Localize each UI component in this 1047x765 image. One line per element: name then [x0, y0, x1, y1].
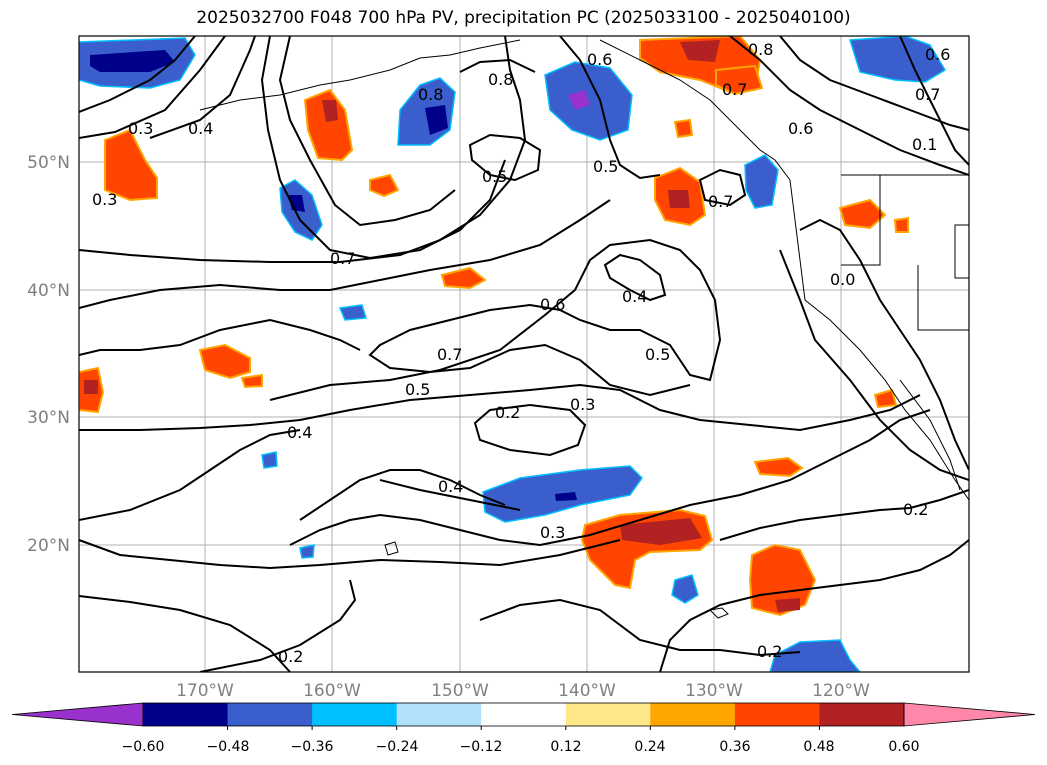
- contour-label: 0.5: [645, 345, 670, 364]
- colorbar-tick-label: −0.24: [376, 739, 419, 755]
- colorbar-ticks: −0.60 −0.48 −0.36 −0.24 −0.12 0.12 0.24 …: [122, 739, 920, 755]
- map-title: 2025032700 F048 700 hPa PV, precipitatio…: [196, 8, 851, 28]
- contour-label: 0.8: [418, 85, 443, 104]
- pv-contours: [79, 36, 969, 672]
- colorbar-tick-label: 0.36: [719, 739, 750, 755]
- contour-label: 0.8: [748, 40, 773, 59]
- contour-label: 0.7: [437, 345, 462, 364]
- colorbar-segment: [734, 703, 820, 726]
- contour-label: 0.3: [540, 523, 565, 542]
- colorbar-tick-label: 0.60: [888, 739, 919, 755]
- colorbar-segment: [312, 703, 398, 726]
- gridlines: [79, 36, 969, 672]
- contour-label: 0.7: [708, 192, 733, 211]
- contour-label: 0.4: [287, 423, 312, 442]
- colorbar-segment: [396, 703, 482, 726]
- contour-label: 0.6: [540, 295, 565, 314]
- contour-label: 0.3: [92, 190, 117, 209]
- lat-label: 40°N: [27, 281, 70, 301]
- colorbar-segment: [650, 703, 736, 726]
- lon-label: 130°W: [685, 681, 743, 701]
- contour-labels: 0.3 0.4 0.3 0.8 0.8 0.6 0.8 0.7 0.6 0.5 …: [92, 40, 950, 666]
- contour-label: 0.1: [912, 135, 937, 154]
- contour-label: 0.3: [128, 119, 153, 138]
- precip-negative-areas: [79, 36, 947, 672]
- colorbar-tick-label: −0.36: [291, 739, 334, 755]
- colorbar-tick-label: 0.48: [803, 739, 834, 755]
- colorbar-tick-label: 0.24: [634, 739, 665, 755]
- lon-label: 160°W: [303, 681, 361, 701]
- colorbar-segment: [819, 703, 905, 726]
- lon-label: 140°W: [558, 681, 616, 701]
- colorbar-tick-label: −0.48: [207, 739, 250, 755]
- colorbar: [11, 702, 1036, 730]
- colorbar-segment: [565, 703, 651, 726]
- contour-label: 0.8: [488, 70, 513, 89]
- longitude-labels: 170°W 160°W 150°W 140°W 130°W 120°W: [176, 681, 870, 701]
- contour-label: 0.7: [915, 85, 940, 104]
- contour-label: 0.2: [495, 403, 520, 422]
- contour-label: 0.2: [757, 642, 782, 661]
- contour-label: 0.2: [278, 647, 303, 666]
- contour-label: 0.4: [438, 477, 463, 496]
- contour-label: 0.0: [830, 270, 855, 289]
- contour-label: 0.7: [722, 80, 747, 99]
- lat-label: 50°N: [27, 153, 70, 173]
- contour-label: 0.5: [593, 157, 618, 176]
- contour-label: 0.6: [587, 50, 612, 69]
- colorbar-extend-high: [903, 702, 1036, 727]
- colorbar-extend-low: [11, 702, 144, 727]
- contour-label: 0.2: [903, 500, 928, 519]
- contour-label: 0.5: [405, 380, 430, 399]
- contour-label: 0.4: [622, 287, 647, 306]
- contour-label: 0.7: [330, 249, 355, 268]
- lon-label: 150°W: [431, 681, 489, 701]
- colorbar-segment: [481, 703, 567, 726]
- colorbar-tick-label: 0.12: [550, 739, 581, 755]
- colorbar-segment: [227, 703, 313, 726]
- colorbar-tick-label: −0.60: [122, 739, 165, 755]
- latitude-labels: 50°N 40°N 30°N 20°N: [27, 153, 70, 556]
- contour-label: 0.5: [482, 167, 507, 186]
- colorbar-tick-label: −0.12: [460, 739, 503, 755]
- precip-positive-areas: [79, 36, 909, 617]
- contour-label: 0.3: [570, 395, 595, 414]
- contour-label: 0.6: [925, 45, 950, 64]
- lon-label: 120°W: [812, 681, 870, 701]
- contour-label: 0.6: [788, 119, 813, 138]
- colorbar-segment: [143, 703, 229, 726]
- contour-label: 0.4: [188, 119, 213, 138]
- map-frame: [78, 35, 970, 673]
- lat-label: 30°N: [27, 408, 70, 428]
- colorbar-outline: [142, 702, 905, 727]
- lat-label: 20°N: [27, 536, 70, 556]
- lon-label: 170°W: [176, 681, 234, 701]
